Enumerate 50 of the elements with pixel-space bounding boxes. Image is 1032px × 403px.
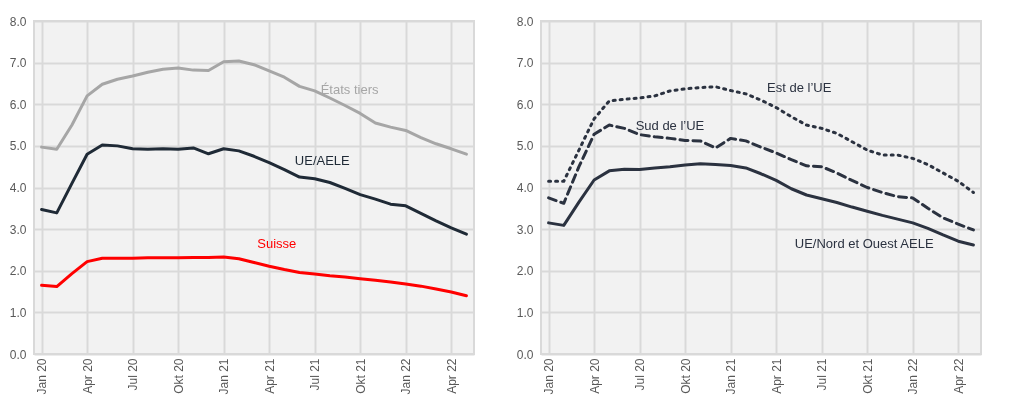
y-tick-label: 6.0 xyxy=(9,97,27,112)
y-tick-label: 4.0 xyxy=(516,181,534,195)
y-tick-label: 8.0 xyxy=(9,14,27,29)
x-tick-label: Okt 21 xyxy=(860,358,875,394)
y-tick-label: 5.0 xyxy=(9,139,27,154)
y-tick-label: 0.0 xyxy=(516,347,534,362)
y-tick-label: 0.0 xyxy=(9,347,27,362)
y-tick-label: 7.0 xyxy=(9,56,27,71)
y-tick-label: 6.0 xyxy=(516,97,534,112)
series-label: États tiers xyxy=(320,82,379,98)
x-tick-label: Apr 20 xyxy=(587,358,602,394)
y-tick-label: 3.0 xyxy=(9,222,27,237)
x-tick-label: Okt 20 xyxy=(171,358,186,394)
x-tick-label: Jul 20 xyxy=(633,358,648,391)
y-tick-label: 1.0 xyxy=(516,305,534,320)
x-tick-label: Jul 21 xyxy=(308,358,323,391)
line-series xyxy=(547,123,975,232)
y-tick-label: 4.0 xyxy=(9,181,27,195)
line-series xyxy=(40,255,468,298)
line-series xyxy=(547,85,975,194)
x-tick-label: Okt 21 xyxy=(353,358,368,394)
x-tick-label: Apr 21 xyxy=(262,358,277,394)
series-label: UE/AELE xyxy=(294,152,351,168)
y-tick-label: 1.0 xyxy=(9,305,27,320)
x-tick-label: Okt 20 xyxy=(678,358,693,394)
line-series xyxy=(40,143,468,236)
x-tick-label: Jan 21 xyxy=(217,358,232,395)
series-label: UE/Nord et Ouest AELE xyxy=(794,235,934,251)
x-tick-label: Jan 22 xyxy=(906,358,921,395)
x-tick-label: Apr 21 xyxy=(769,358,784,394)
x-tick-label: Jan 20 xyxy=(35,358,50,395)
x-tick-label: Jan 20 xyxy=(542,358,557,395)
series-label: Est de l’UE xyxy=(767,80,832,96)
y-tick-label: 2.0 xyxy=(516,264,534,279)
line-series xyxy=(547,162,975,247)
x-tick-label: Jul 21 xyxy=(815,358,830,391)
series-label: Suisse xyxy=(257,235,297,251)
x-tick-label: Apr 20 xyxy=(80,358,95,394)
y-tick-label: 5.0 xyxy=(516,139,534,154)
x-tick-label: Apr 22 xyxy=(951,358,966,394)
line-series xyxy=(40,59,468,156)
x-tick-label: Jan 21 xyxy=(724,358,739,395)
y-tick-label: 7.0 xyxy=(516,56,534,71)
y-tick-label: 8.0 xyxy=(516,14,534,29)
y-tick-label: 2.0 xyxy=(9,264,27,279)
x-tick-label: Apr 22 xyxy=(444,358,459,394)
series-label: Sud de l’UE xyxy=(635,118,705,134)
x-tick-label: Jul 20 xyxy=(126,358,141,391)
x-tick-label: Jan 22 xyxy=(399,358,414,395)
y-tick-label: 3.0 xyxy=(516,222,534,237)
